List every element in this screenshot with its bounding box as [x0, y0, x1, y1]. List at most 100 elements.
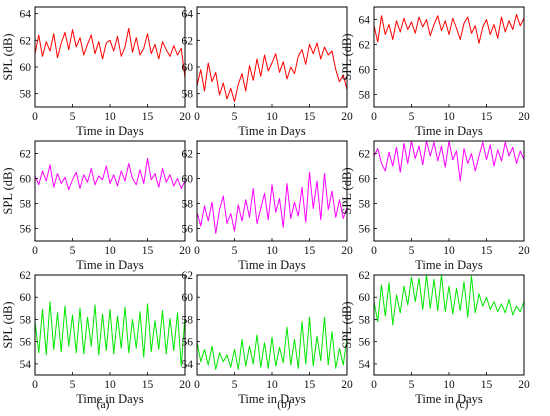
x-tick-label-r2c2-2: 10: [443, 379, 455, 391]
y-tick-label-r1c0-1: 58: [20, 199, 32, 211]
panel-r2c0: 0 5 10 15 20 54 56 58 60 62 Time in Days SPL (dB): [1, 270, 191, 406]
x-tick-label-r1c1-4: 20: [341, 245, 353, 257]
x-tick-label-r2c2-3: 15: [481, 379, 493, 391]
y-tick-label-r0c0-1: 60: [20, 62, 32, 74]
y-tick-label-r0c1-1: 60: [182, 62, 194, 74]
x-axis-label-r2c2: Time in Days: [415, 392, 483, 406]
series-line-r1c1: [196, 171, 348, 234]
y-axis-label-r2c0: SPL (dB): [1, 301, 15, 348]
panel-r0c2: 0 5 10 15 20 58 60 62 64 Time in Days SPL (dB): [340, 6, 530, 138]
column-label-b: (b): [277, 399, 291, 411]
y-tick-label-r1c2-3: 62: [359, 149, 371, 161]
y-axis-label-r1c2: SPL (dB): [340, 167, 354, 214]
y-tick-label-r2c1-1: 56: [182, 337, 194, 349]
y-tick-label-r1c2-1: 58: [359, 199, 371, 211]
x-tick-label-r1c2-4: 20: [518, 245, 530, 257]
panel-r0c0: 0 5 10 15 20 58 60 62 64 Time in Days SPL (dB): [1, 6, 191, 138]
y-tick-label-r2c2-4: 62: [359, 270, 371, 282]
x-axis-label-r2c0: Time in Days: [76, 392, 144, 406]
y-tick-label-r0c1-2: 62: [182, 35, 194, 47]
y-tick-label-r1c0-0: 56: [20, 224, 32, 236]
y-tick-label-r0c2-2: 62: [359, 40, 371, 52]
y-axis-label-r0c0: SPL (dB): [1, 33, 15, 80]
y-tick-label-r1c1-3: 62: [182, 149, 194, 161]
series-line-r0c0: [34, 27, 186, 78]
x-tick-label-r2c2-0: 0: [371, 379, 377, 391]
y-tick-label-r2c2-1: 56: [359, 337, 371, 349]
x-tick-label-r1c1-0: 0: [194, 245, 200, 257]
x-tick-label-r0c2-2: 10: [443, 111, 455, 123]
x-tick-label-r2c1-3: 15: [304, 379, 316, 391]
plot-area-r1c1: [197, 141, 347, 241]
y-axis-label-r2c2: SPL (dB): [340, 301, 354, 348]
x-tick-label-r2c2-1: 5: [409, 379, 415, 391]
x-tick-label-r0c2-1: 5: [409, 111, 415, 123]
panels-group: 0 5 10 15 20 58 60 62 64 Time in Days SPL (dB) 0 5 10…: [1, 6, 530, 406]
y-tick-label-r1c1-2: 60: [182, 174, 194, 186]
x-tick-label-r2c0-1: 5: [70, 379, 76, 391]
panel-r1c1: 0 5 10 15 20 56 58 60 62 Time in Days: [182, 140, 353, 272]
x-tick-label-r2c1-1: 5: [232, 379, 238, 391]
y-tick-label-r2c2-3: 60: [359, 292, 371, 304]
x-tick-label-r0c1-1: 5: [232, 111, 238, 123]
x-tick-label-r1c0-4: 20: [179, 245, 191, 257]
x-tick-label-r2c1-2: 10: [266, 379, 278, 391]
series-line-r1c0: [34, 158, 186, 191]
y-tick-label-r2c1-0: 54: [182, 359, 194, 371]
y-axis-label-r0c2: SPL (dB): [340, 33, 354, 80]
y-tick-label-r0c1-3: 64: [182, 9, 194, 21]
plot-area-r1c0: [35, 141, 185, 241]
panel-r2c1: 0 5 10 15 20 54 56 58 60 62 Time in Days: [182, 270, 354, 406]
x-tick-label-r2c0-4: 20: [179, 379, 191, 391]
series-line-r0c1: [196, 42, 348, 103]
y-tick-label-r0c0-3: 64: [20, 9, 32, 21]
panel-r1c0: 0 5 10 15 20 56 58 60 62 Time in Days SPL (dB): [1, 140, 191, 272]
series-line-r2c0: [34, 301, 186, 367]
column-label-c: (c): [456, 399, 469, 411]
x-tick-label-r0c0-1: 5: [70, 111, 76, 123]
x-tick-label-r2c0-0: 0: [32, 379, 38, 391]
y-tick-label-r1c0-2: 60: [20, 174, 32, 186]
x-tick-label-r0c2-0: 0: [371, 111, 377, 123]
x-axis-label-r0c0: Time in Days: [76, 124, 144, 138]
series-line-r0c2: [373, 14, 525, 44]
x-tick-label-r2c0-3: 15: [142, 379, 154, 391]
y-tick-label-r0c1-0: 58: [182, 89, 194, 101]
y-tick-label-r2c0-3: 60: [20, 292, 32, 304]
y-tick-label-r1c2-2: 60: [359, 174, 371, 186]
panel-r2c2: 0 5 10 15 20 54 56 58 60 62 Time in Days SPL (dB): [340, 270, 530, 406]
series-line-r2c1: [196, 316, 348, 370]
x-tick-label-r0c0-4: 20: [179, 111, 191, 123]
x-tick-label-r1c1-1: 5: [232, 245, 238, 257]
x-tick-label-r1c2-3: 15: [481, 245, 493, 257]
series-line-r2c2: [373, 274, 525, 326]
plot-area-r0c2: [374, 7, 524, 107]
x-tick-label-r1c0-3: 15: [142, 245, 154, 257]
x-tick-label-r1c2-2: 10: [443, 245, 455, 257]
x-tick-label-r0c1-4: 20: [341, 111, 353, 123]
x-tick-label-r0c1-3: 15: [304, 111, 316, 123]
y-tick-label-r2c2-0: 54: [359, 359, 371, 371]
x-tick-label-r0c0-2: 10: [104, 111, 116, 123]
plot-area-r2c1: [197, 275, 347, 375]
y-tick-label-r2c0-4: 62: [20, 270, 32, 282]
plot-area-r0c1: [197, 7, 347, 107]
y-tick-label-r1c1-1: 58: [182, 199, 194, 211]
x-tick-label-r1c2-1: 5: [409, 245, 415, 257]
plot-area-r0c0: [35, 7, 185, 107]
x-tick-label-r1c0-1: 5: [70, 245, 76, 257]
x-axis-label-r0c1: Time in Days: [238, 124, 306, 138]
y-tick-label-r0c0-0: 58: [20, 89, 32, 101]
x-tick-label-r1c0-0: 0: [32, 245, 38, 257]
y-tick-label-r2c1-2: 58: [182, 314, 194, 326]
x-tick-label-r2c2-4: 20: [518, 379, 530, 391]
y-axis-label-r1c0: SPL (dB): [1, 167, 15, 214]
y-tick-label-r2c0-1: 56: [20, 337, 32, 349]
x-tick-label-r1c2-0: 0: [371, 245, 377, 257]
x-tick-label-r2c0-2: 10: [104, 379, 116, 391]
x-tick-label-r0c1-0: 0: [194, 111, 200, 123]
x-tick-label-r1c1-3: 15: [304, 245, 316, 257]
x-tick-label-r2c1-4: 20: [341, 379, 353, 391]
y-tick-label-r1c0-3: 62: [20, 149, 32, 161]
